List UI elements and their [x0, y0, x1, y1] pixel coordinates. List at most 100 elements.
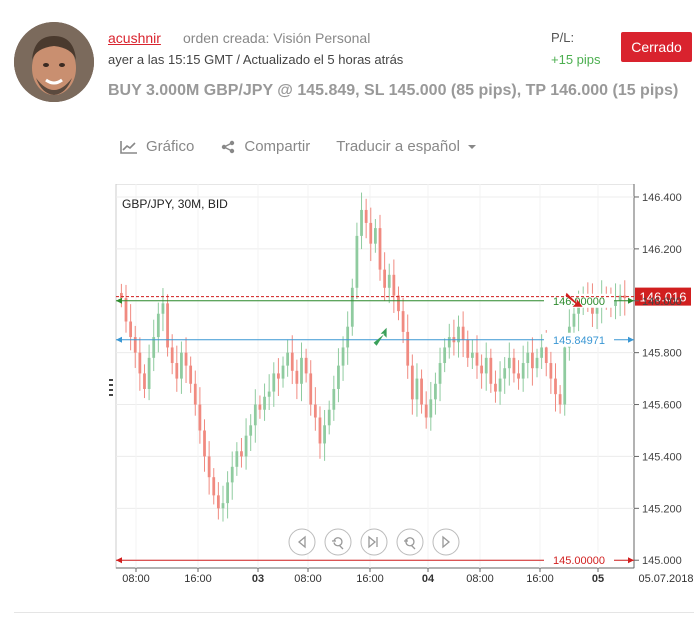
share-icon — [222, 140, 235, 153]
y-axis: 146.400 146.200 146.000 145.800 145.600 145.4… — [634, 192, 682, 567]
username-link[interactable]: acushnir — [108, 30, 161, 46]
chart-button[interactable]: Gráfico — [120, 138, 194, 155]
x-tick-label: 04 — [422, 573, 435, 585]
current-price-badge — [635, 287, 691, 306]
chart-button-label: Gráfico — [146, 138, 195, 155]
zoom-in-button[interactable] — [396, 528, 424, 556]
pl-label: P/L: — [551, 30, 575, 45]
zoom-in-button-ring — [396, 528, 424, 556]
entry-right-arrow — [628, 336, 634, 343]
candle — [166, 303, 169, 348]
candle — [466, 339, 470, 358]
candle — [397, 295, 400, 312]
x-tick-label: 16:00 — [184, 573, 212, 585]
order-type-label: orden creada: Visión Personal — [183, 30, 371, 46]
candle — [554, 378, 557, 395]
candle — [577, 305, 580, 314]
candle — [415, 378, 419, 400]
pl-value: +15 pips — [551, 52, 601, 67]
avatar[interactable] — [14, 22, 94, 102]
candle — [535, 357, 539, 369]
candle — [623, 295, 627, 299]
trade-summary: BUY 3.000M GBP/JPY @ 145.849, SL 145.000… — [108, 82, 679, 99]
scroll-left-icon — [297, 535, 306, 549]
y-tick-label: 145.200 — [642, 503, 682, 515]
candle — [318, 417, 322, 444]
candle — [221, 503, 225, 509]
take-profit-right-arrow — [628, 297, 634, 304]
reset-view-icon — [368, 535, 378, 549]
candle — [558, 394, 562, 405]
share-button[interactable]: Compartir — [220, 138, 310, 155]
candle — [120, 292, 123, 299]
entry-label-bg — [544, 332, 614, 347]
share-button-label: Compartir — [244, 138, 311, 155]
take-profit-label: 146.00000 — [553, 296, 605, 308]
candle — [124, 298, 128, 322]
candle — [304, 357, 308, 374]
candle — [170, 347, 174, 364]
candle — [461, 326, 465, 340]
line-chart-icon — [120, 140, 137, 154]
candle — [406, 331, 410, 366]
y-tick-label: 146.000 — [642, 296, 682, 308]
reset-view-button[interactable] — [360, 528, 388, 556]
candle — [387, 274, 391, 288]
candle — [507, 357, 511, 369]
y-tick-label: 145.400 — [642, 451, 682, 463]
candle — [203, 430, 206, 457]
candle — [152, 337, 156, 358]
candle — [240, 451, 243, 457]
y-tick-label: 145.600 — [642, 400, 682, 412]
timestamp: ayer a las 15:15 GMT / Actualizado el 5 … — [108, 52, 404, 67]
chart-navigation — [288, 528, 460, 556]
chevron-down-icon — [467, 144, 476, 149]
candle — [235, 451, 239, 467]
x-tick-label: 16:00 — [356, 573, 384, 585]
scroll-left-button[interactable] — [288, 528, 316, 556]
x-axis: 08:00 16:00 03 08:00 16:00 04 08:00 16:00 05 05.0… — [122, 568, 694, 585]
x-tick-label: 05.07.2018 — [638, 573, 693, 585]
chart-canvas[interactable]: 146.00000 145.84971 145.00000 146.016 146.4… — [108, 183, 698, 590]
candle — [572, 313, 576, 327]
entry-arrow-icon — [373, 327, 387, 346]
candle — [281, 365, 285, 379]
candle — [360, 209, 363, 236]
candle — [540, 347, 544, 358]
price-chart[interactable]: 146.00000 145.84971 145.00000 146.016 146.4… — [108, 183, 698, 590]
instrument-label: GBP/JPY, 30M, BID — [122, 197, 228, 211]
candle — [147, 357, 151, 389]
candle — [249, 425, 253, 436]
candle — [410, 365, 414, 400]
candle — [193, 383, 197, 405]
candle — [618, 295, 622, 301]
candle — [489, 357, 493, 384]
candle — [161, 303, 165, 314]
candle — [392, 274, 396, 296]
exit-arrow-icon — [565, 292, 583, 307]
scroll-left-button-ring — [288, 528, 316, 556]
x-tick-label: 08:00 — [122, 573, 150, 585]
translate-button[interactable]: Traducir a español — [336, 138, 478, 155]
candle — [614, 300, 617, 306]
scroll-right-button-ring — [432, 528, 460, 556]
candle — [244, 435, 248, 457]
zoom-out-button[interactable] — [324, 528, 352, 556]
stop-loss-left-arrow — [116, 557, 122, 564]
candle — [290, 352, 294, 371]
candle — [438, 363, 442, 384]
current-price-label: 146.016 — [640, 290, 687, 305]
candle — [226, 482, 229, 504]
candle — [420, 378, 423, 405]
scroll-right-icon — [442, 535, 451, 549]
resize-handle[interactable] — [109, 379, 113, 396]
candle — [378, 228, 382, 270]
status-badge: Cerrado — [621, 32, 692, 62]
post-actions: Gráfico Compartir Traducir a español — [120, 138, 504, 155]
candle — [517, 373, 520, 379]
candle — [184, 352, 188, 366]
divider — [14, 612, 694, 613]
x-tick-label: 05 — [592, 573, 604, 585]
scroll-right-button[interactable] — [432, 528, 460, 556]
y-tick-label: 146.200 — [642, 244, 682, 256]
